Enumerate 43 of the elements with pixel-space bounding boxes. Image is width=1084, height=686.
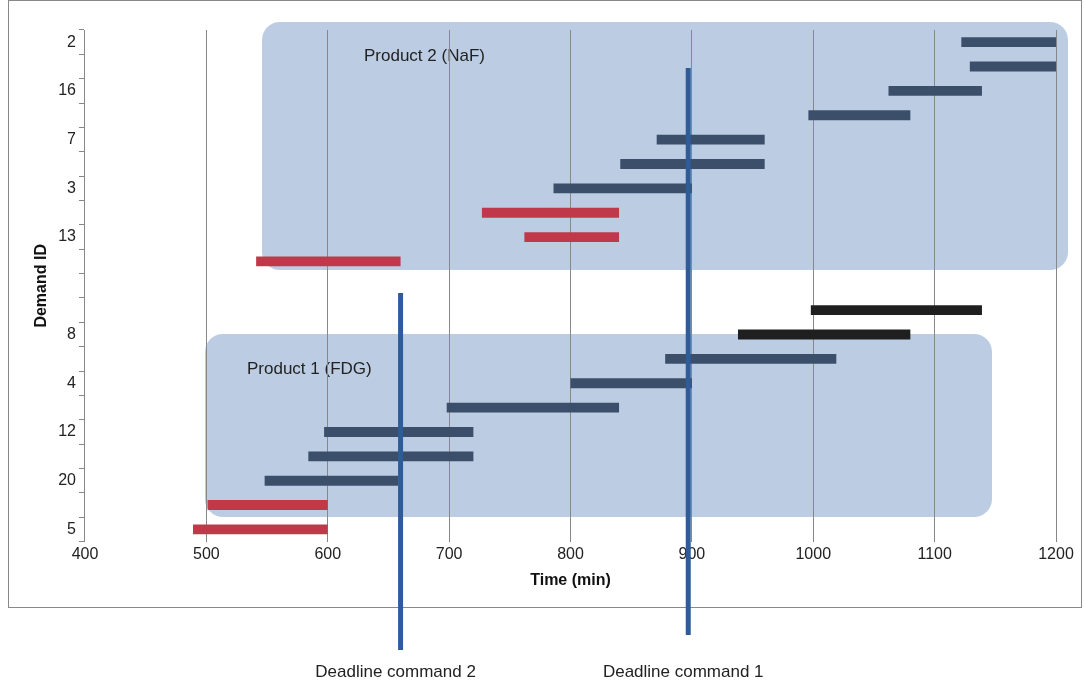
bar — [446, 402, 620, 413]
x-tick-label: 1200 — [1038, 544, 1074, 562]
bar — [264, 475, 399, 486]
bar — [888, 85, 982, 96]
bar — [665, 353, 837, 364]
x-tick-label: 700 — [435, 544, 463, 562]
bar — [738, 329, 911, 340]
y-tick-label: 3 — [67, 178, 77, 196]
bar — [193, 524, 328, 535]
y-tick-label: 2 — [67, 32, 77, 50]
y-tick-label: 8 — [67, 324, 77, 342]
y-tick-label: 7 — [67, 130, 77, 148]
y-tick-label: 13 — [58, 227, 77, 245]
x-axis-title: Time (min) — [530, 570, 611, 588]
y-tick-label: 20 — [58, 471, 77, 489]
x-tick-label: 500 — [193, 544, 220, 562]
bar — [524, 232, 620, 243]
bar — [810, 305, 982, 316]
x-tick-label: 800 — [557, 544, 584, 562]
bar — [308, 451, 474, 462]
bar — [481, 207, 620, 218]
y-tick-label: 16 — [58, 81, 77, 99]
bar — [553, 183, 692, 194]
y-tick-label: 12 — [58, 422, 77, 440]
x-tick-label: 600 — [314, 544, 342, 562]
x-tick-label: 400 — [71, 544, 99, 562]
ref-line-label: Deadline command 1 — [602, 661, 764, 681]
y-tick-label: 5 — [67, 519, 77, 537]
y-axis-title: Demand ID — [32, 244, 50, 328]
bar — [969, 61, 1056, 72]
annotation: Product 1 (FDG) — [247, 359, 372, 379]
ref-line-label: Deadline command 2 — [315, 661, 476, 681]
bar — [256, 256, 401, 267]
bar — [207, 500, 328, 510]
bar — [808, 110, 911, 121]
x-tick-label: 1100 — [917, 544, 952, 562]
y-tick-label: 4 — [67, 373, 77, 391]
bar — [961, 37, 1056, 48]
bar — [324, 427, 474, 437]
bar — [656, 134, 765, 145]
bar — [620, 159, 765, 169]
bar — [570, 378, 692, 389]
x-tick-label: 1000 — [795, 544, 832, 562]
